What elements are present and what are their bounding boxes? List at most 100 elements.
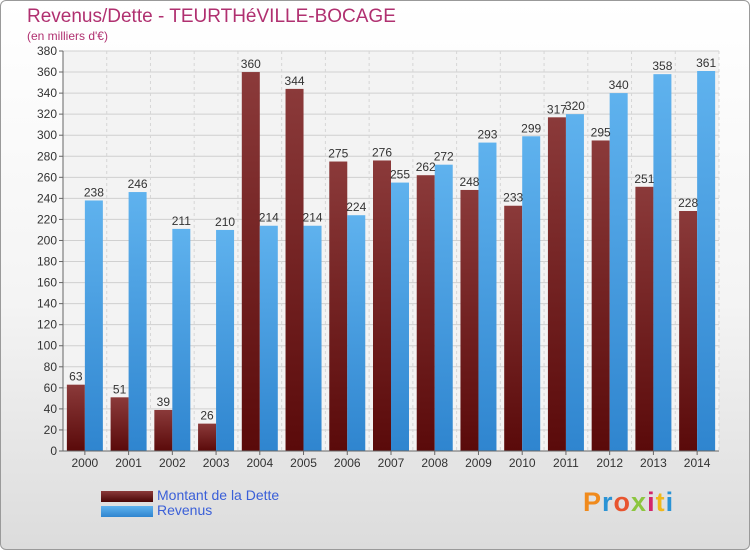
y-tick-label: 220 <box>37 212 57 226</box>
bar-debt <box>329 161 348 452</box>
chart-title: Revenus/Dette - TEURTHéVILLE-BOCAGE <box>27 6 396 27</box>
logo-letter: x <box>631 487 648 517</box>
legend-swatch-revenue <box>101 506 153 517</box>
data-label-revenue: 210 <box>215 215 235 229</box>
data-label-revenue: 358 <box>652 59 672 73</box>
bar-debt <box>110 397 129 451</box>
data-label-debt: 233 <box>503 191 523 205</box>
bar-debt <box>154 409 173 451</box>
x-tick-label: 2001 <box>115 456 142 470</box>
bar-revenue <box>478 142 497 451</box>
bar-debt <box>241 72 260 451</box>
data-label-revenue: 255 <box>390 168 410 182</box>
x-tick-label: 2010 <box>509 456 536 470</box>
y-tick-label: 0 <box>50 444 57 458</box>
data-label-revenue: 214 <box>303 211 323 225</box>
x-tick-label: 2002 <box>159 456 186 470</box>
y-tick-label: 360 <box>37 65 57 79</box>
data-label-debt: 344 <box>285 74 305 88</box>
y-tick-label: 20 <box>44 423 58 437</box>
data-label-revenue: 211 <box>172 214 191 228</box>
logo-letter: t <box>655 487 666 517</box>
data-label-revenue: 224 <box>346 200 366 214</box>
y-tick-label: 120 <box>37 318 57 332</box>
bar-revenue <box>391 182 409 451</box>
data-label-debt: 51 <box>113 382 127 396</box>
data-label-debt: 228 <box>678 196 698 210</box>
bar-revenue <box>84 200 103 451</box>
bar-revenue <box>347 215 366 451</box>
y-tick-label: 80 <box>44 360 58 374</box>
y-tick-label: 180 <box>37 255 57 269</box>
data-label-debt: 63 <box>69 370 83 384</box>
y-tick-label: 100 <box>37 339 57 353</box>
y-tick-label: 40 <box>44 402 58 416</box>
data-label-revenue: 299 <box>521 121 541 135</box>
logo-letter: i <box>647 487 656 517</box>
legend-label-debt: Montant de la Dette <box>157 487 280 503</box>
x-tick-label: 2009 <box>465 456 492 470</box>
y-tick-label: 320 <box>37 107 57 121</box>
bar-debt <box>285 88 304 451</box>
x-tick-label: 2011 <box>553 456 579 470</box>
data-label-debt: 295 <box>591 125 611 139</box>
proxiti-logo: Proxiti <box>583 487 674 518</box>
x-tick-label: 2000 <box>72 456 99 470</box>
x-tick-label: 2006 <box>334 456 361 470</box>
bar-debt <box>504 205 523 451</box>
data-label-revenue: 272 <box>434 150 454 164</box>
data-label-revenue: 246 <box>128 177 148 191</box>
data-label-debt: 39 <box>157 395 171 409</box>
x-tick-label: 2003 <box>203 456 230 470</box>
bar-revenue <box>128 192 147 452</box>
y-tick-label: 280 <box>37 149 57 163</box>
bar-revenue <box>565 114 584 451</box>
y-tick-label: 140 <box>37 297 57 311</box>
data-label-revenue: 214 <box>259 211 279 225</box>
bar-revenue <box>653 74 672 451</box>
data-label-revenue: 340 <box>609 78 629 92</box>
y-tick-label: 260 <box>37 170 57 184</box>
data-label-debt: 317 <box>547 102 567 116</box>
y-tick-label: 340 <box>37 86 57 100</box>
data-label-debt: 248 <box>459 175 479 189</box>
bar-debt <box>416 175 435 452</box>
bar-debt <box>679 211 698 451</box>
logo-letter: P <box>583 487 603 517</box>
bar-revenue <box>303 225 322 451</box>
x-tick-label: 2004 <box>246 456 273 470</box>
y-tick-label: 240 <box>37 191 57 205</box>
data-label-debt: 360 <box>241 57 261 71</box>
bar-revenue <box>259 225 278 451</box>
bar-debt <box>198 423 217 451</box>
data-label-debt: 26 <box>200 409 214 423</box>
x-tick-label: 2008 <box>421 456 448 470</box>
bar-revenue <box>609 93 628 452</box>
x-tick-label: 2005 <box>290 456 317 470</box>
y-tick-label: 300 <box>37 128 57 142</box>
bar-debt <box>460 189 479 451</box>
bar-revenue <box>697 71 716 451</box>
bar-debt <box>373 160 391 451</box>
legend-label-revenue: Revenus <box>157 502 213 518</box>
bar-revenue <box>216 229 235 451</box>
x-tick-label: 2012 <box>596 456 623 470</box>
bar-revenue <box>434 164 453 451</box>
bar-debt <box>635 186 654 451</box>
x-tick-label: 2014 <box>684 456 711 470</box>
y-tick-label: 60 <box>44 381 58 395</box>
bar-revenue <box>522 136 541 451</box>
bar-revenue <box>172 228 191 451</box>
data-label-revenue: 320 <box>565 99 585 113</box>
y-tick-label: 160 <box>37 276 57 290</box>
data-label-debt: 262 <box>416 160 436 174</box>
data-label-revenue: 238 <box>84 185 104 199</box>
logo-letter: r <box>602 487 614 517</box>
y-tick-label: 200 <box>37 233 57 247</box>
bar-debt <box>547 117 566 451</box>
bar-debt <box>591 140 610 451</box>
data-label-debt: 276 <box>372 145 392 159</box>
logo-letter: o <box>613 487 632 517</box>
